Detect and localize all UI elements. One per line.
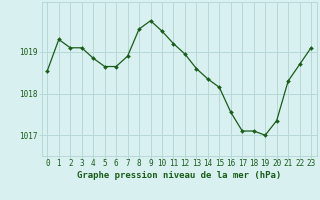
- X-axis label: Graphe pression niveau de la mer (hPa): Graphe pression niveau de la mer (hPa): [77, 171, 281, 180]
